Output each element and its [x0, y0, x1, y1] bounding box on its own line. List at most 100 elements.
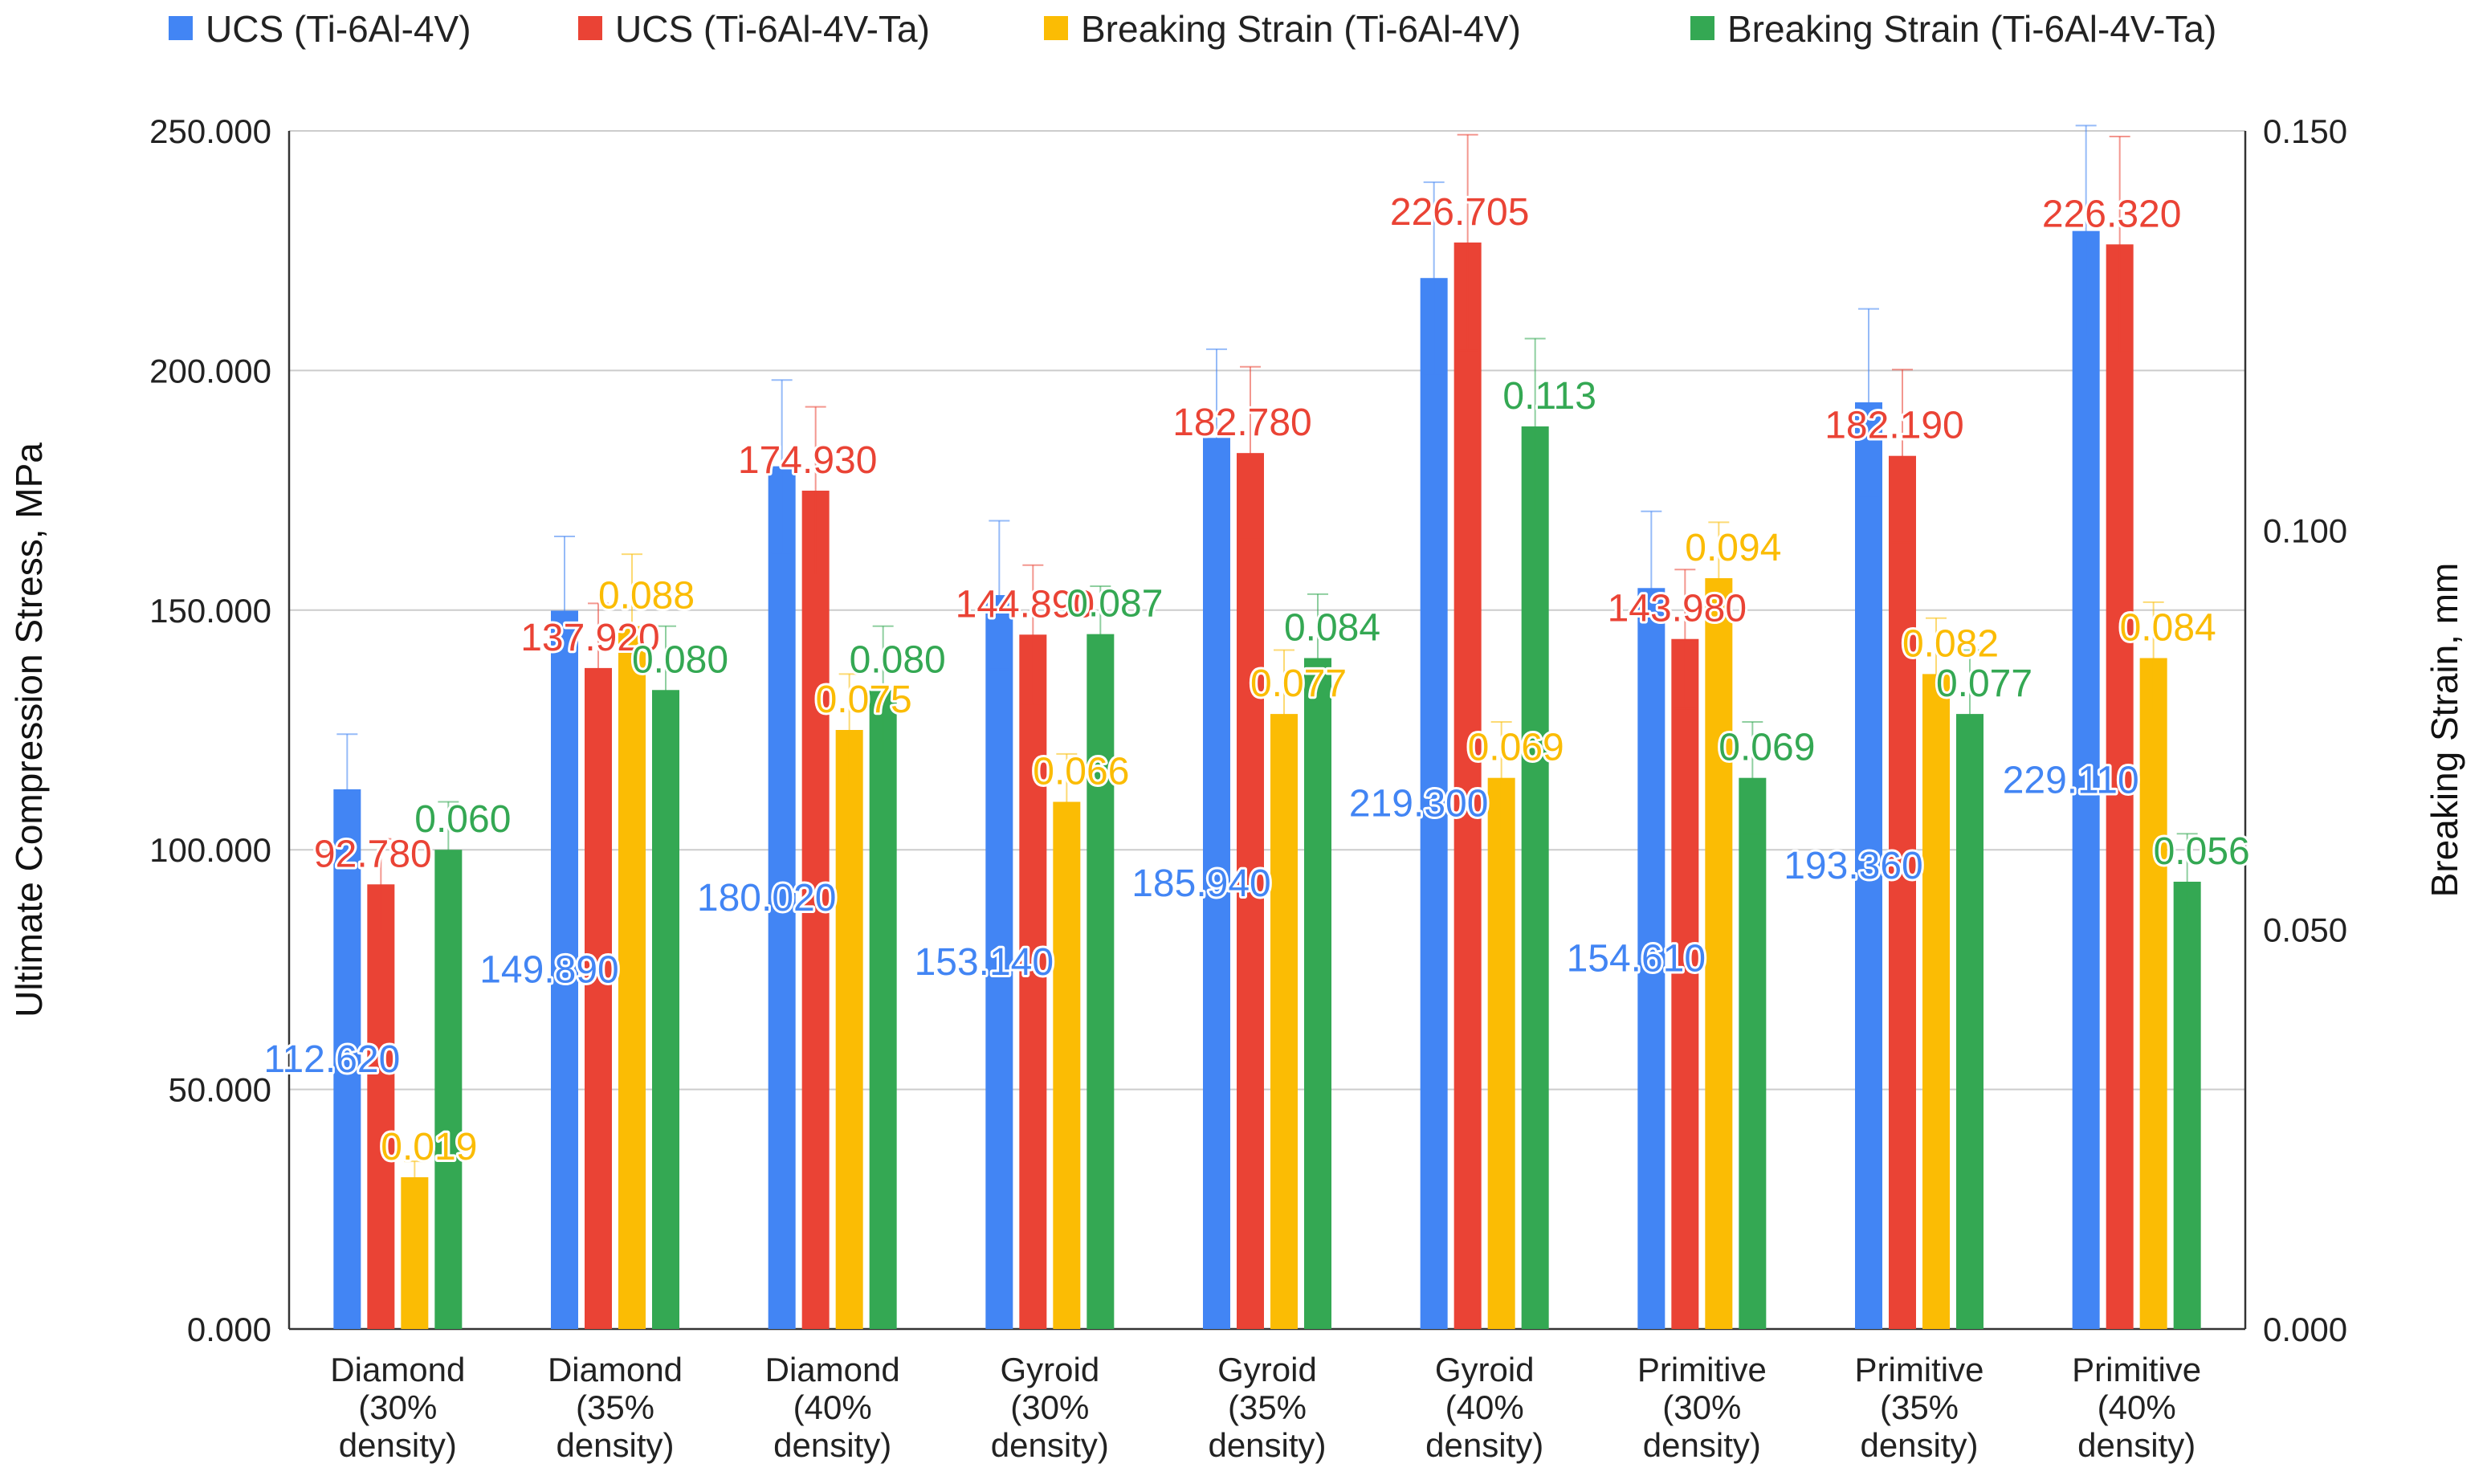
- legend-label: UCS (Ti-6Al-4V-Ta): [615, 8, 930, 50]
- y2-tick-label: 0.150: [2263, 112, 2347, 150]
- y-axis-title: Ultimate Compression Stress, MPa: [8, 442, 50, 1017]
- bar: [1521, 426, 1549, 1330]
- x-tick-label: Diamond: [330, 1351, 465, 1388]
- bar: [2173, 881, 2201, 1329]
- bar: [835, 730, 863, 1329]
- legend-label: Breaking Strain (Ti-6Al-4V-Ta): [1727, 8, 2216, 50]
- bar: [985, 595, 1013, 1329]
- data-label: 0.019: [381, 1126, 477, 1168]
- data-label: 0.082: [1902, 622, 1999, 665]
- bar: [1053, 801, 1081, 1329]
- y-tick-label: 100.000: [149, 831, 271, 869]
- x-tick-label: Gyroid: [1217, 1351, 1317, 1388]
- data-label: 0.077: [1936, 662, 2032, 705]
- data-label: 137.920: [520, 617, 660, 659]
- bar: [1889, 455, 1916, 1329]
- bar: [1420, 278, 1448, 1330]
- bar: [551, 610, 578, 1329]
- bar: [1705, 578, 1733, 1329]
- y-tick-label: 0.000: [187, 1311, 271, 1348]
- data-label: 174.930: [738, 439, 878, 482]
- bar: [1304, 658, 1331, 1329]
- bar: [1487, 777, 1515, 1329]
- bar: [2106, 244, 2134, 1329]
- x-tick-label: (35%: [1880, 1388, 1959, 1426]
- data-label: 0.080: [632, 638, 728, 681]
- y2-tick-label: 0.100: [2263, 512, 2347, 549]
- data-label: 144.890: [956, 583, 1095, 626]
- bar: [652, 690, 679, 1329]
- bar: [333, 789, 361, 1329]
- x-tick-label: density): [339, 1426, 457, 1464]
- y-tick-label: 50.000: [169, 1071, 271, 1109]
- data-label: 0.056: [2154, 830, 2250, 873]
- bar: [1671, 638, 1699, 1329]
- x-tick-label: Primitive: [1854, 1351, 1983, 1388]
- legend-swatch: [169, 16, 193, 40]
- data-label: 0.075: [816, 679, 912, 721]
- y2-tick-label: 0.000: [2263, 1311, 2347, 1348]
- data-label: 0.094: [1685, 527, 1781, 569]
- y2-tick-label: 0.050: [2263, 911, 2347, 949]
- data-label: 143.980: [1608, 588, 1747, 630]
- bar: [618, 626, 646, 1329]
- bar: [1237, 453, 1264, 1329]
- x-tick-label: density): [991, 1426, 1109, 1464]
- data-label: 229.110: [2003, 759, 2139, 801]
- data-label: 182.190: [1824, 405, 1964, 447]
- data-label: 0.088: [598, 575, 695, 618]
- data-label: 185.940: [1131, 862, 1271, 905]
- x-tick-label: Gyroid: [1435, 1351, 1535, 1388]
- y2-axis-title: Breaking Strain, mm: [2424, 563, 2465, 898]
- x-tick-label: Gyroid: [1000, 1351, 1099, 1388]
- bar: [585, 667, 612, 1329]
- bar: [1956, 714, 1983, 1329]
- data-label: 0.069: [1468, 727, 1564, 769]
- x-tick-label: (30%: [1010, 1388, 1089, 1426]
- x-tick-label: density): [1208, 1426, 1326, 1464]
- x-tick-label: density): [2077, 1426, 2195, 1464]
- x-tick-label: (30%: [1662, 1388, 1741, 1426]
- bar: [2139, 658, 2167, 1329]
- bar: [1855, 402, 1882, 1329]
- data-label: 154.610: [1567, 938, 1706, 980]
- data-label: 0.113: [1502, 375, 1596, 418]
- x-tick-label: density): [1860, 1426, 1978, 1464]
- bar: [1270, 714, 1298, 1329]
- x-tick-label: Primitive: [2072, 1351, 2201, 1388]
- bar: [1087, 634, 1115, 1329]
- x-tick-label: Diamond: [765, 1351, 900, 1388]
- x-tick-label: density): [1425, 1426, 1543, 1464]
- legend-label: UCS (Ti-6Al-4V): [206, 8, 471, 50]
- data-label: 149.890: [479, 949, 619, 992]
- data-label: 0.069: [1718, 727, 1815, 769]
- y-tick-label: 200.000: [149, 352, 271, 389]
- x-tick-label: Diamond: [548, 1351, 683, 1388]
- x-tick-label: density): [556, 1426, 674, 1464]
- x-tick-label: (35%: [1228, 1388, 1307, 1426]
- bar: [1637, 588, 1665, 1329]
- y-tick-label: 250.000: [149, 112, 271, 150]
- x-tick-label: density): [773, 1426, 891, 1464]
- data-label: 180.020: [697, 877, 837, 919]
- data-label: 0.084: [2120, 606, 2216, 649]
- x-tick-label: (40%: [793, 1388, 872, 1426]
- data-label: 226.320: [2042, 193, 2182, 235]
- x-tick-label: (35%: [576, 1388, 654, 1426]
- data-label: 0.060: [414, 798, 511, 841]
- data-label: 182.780: [1172, 402, 1312, 444]
- data-label: 153.140: [915, 941, 1054, 984]
- x-tick-label: (40%: [2098, 1388, 2176, 1426]
- legend-swatch: [1044, 16, 1068, 40]
- legend-swatch: [578, 16, 602, 40]
- bar: [367, 884, 395, 1329]
- data-label: 193.360: [1784, 845, 1923, 887]
- data-label: 0.077: [1250, 662, 1347, 705]
- bar: [434, 850, 463, 1329]
- x-tick-label: density): [1643, 1426, 1761, 1464]
- x-tick-label: (30%: [358, 1388, 437, 1426]
- bar: [1019, 634, 1047, 1329]
- data-label: 219.300: [1349, 783, 1489, 826]
